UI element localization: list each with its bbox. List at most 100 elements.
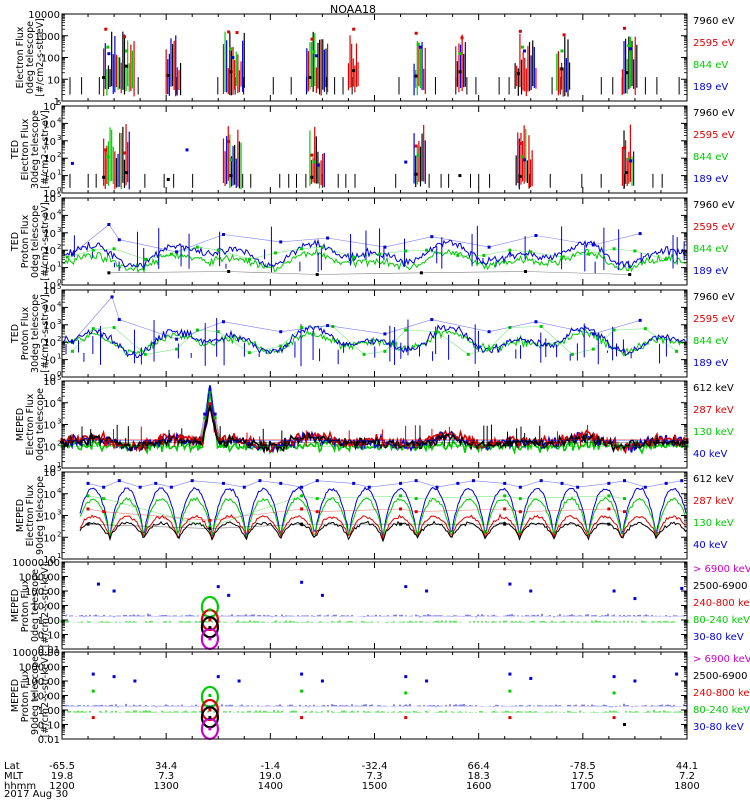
- y-label-line: Proton Flux: [20, 306, 31, 360]
- y-tick-exponent: 2: [57, 530, 61, 538]
- series-1: [70, 324, 679, 356]
- y-tick-label: 1000.00: [19, 573, 60, 584]
- y-label-line: [#/cm2-s-str-eV]: [35, 18, 46, 97]
- plot-frame: [61, 380, 688, 469]
- y-label-line: MEPED: [10, 589, 21, 622]
- data-point: [404, 160, 408, 164]
- data-point: [102, 76, 106, 80]
- data-point: [508, 716, 512, 720]
- y-tick-label: 10: [43, 468, 56, 479]
- data-traces: [79, 486, 687, 543]
- x-tick-label: -32.4: [362, 761, 388, 772]
- y-label-line: [#/cm2-s-str-eV]: [40, 202, 51, 281]
- data-point: [102, 175, 106, 179]
- y-tick-label: 10: [43, 286, 56, 297]
- y-tick-label: 10000: [28, 10, 60, 21]
- y-axis-label: MEPED Proton Flux 0deg telescope [#/cm2-s-s…: [10, 564, 51, 648]
- y-label-line: TED: [10, 324, 21, 344]
- series-2: [104, 140, 626, 157]
- data-point: [312, 160, 316, 164]
- data-point: [216, 585, 220, 589]
- y-label-line: 0deg telescope: [25, 21, 36, 94]
- legend-entry: 189 eV: [693, 82, 728, 93]
- series-line: [62, 392, 687, 447]
- y-tick-label: 10: [43, 421, 56, 432]
- data-point: [316, 163, 320, 167]
- data-point: [612, 589, 616, 593]
- data-point: [91, 689, 95, 693]
- y-axis-label: MEPED Electron Flux 0deg telescope: [15, 388, 46, 461]
- series-1: [102, 171, 629, 181]
- y-tick-exponent: 2: [57, 335, 61, 343]
- legend: > 6900 keV 2500-6900 keV 240-800 keV 80-240…: [693, 654, 750, 733]
- legend-entry: 40 keV: [693, 540, 727, 551]
- y-tick-exponent: 3: [57, 226, 61, 234]
- figure-title: NOAA18: [330, 3, 376, 16]
- legend-entry: 189 eV: [693, 266, 728, 277]
- series-line: [72, 224, 641, 255]
- y-tick-label: 10: [43, 246, 56, 257]
- data-point: [208, 626, 212, 630]
- data-point: [112, 675, 116, 679]
- series-group: [65, 222, 668, 277]
- legend-entry: 7960 eV: [693, 292, 735, 303]
- data-trace: [62, 324, 686, 359]
- data-point: [458, 52, 462, 56]
- y-label-line: Proton Flux: [20, 578, 31, 632]
- y-axis-label: TED Electron Flux 30deg telescope [#/cm2-s-…: [10, 110, 51, 189]
- series-3: [208, 618, 212, 622]
- data-point: [104, 27, 108, 31]
- data-point: [229, 174, 233, 178]
- data-point: [425, 679, 429, 683]
- x-tick-label: 1300: [153, 781, 178, 792]
- y-tick-exponent: 5: [57, 465, 61, 473]
- x-tick-label: 7.2: [679, 771, 695, 782]
- y-axis-label: Electron Flux 0deg telescope [#/cm2-s-str-…: [15, 18, 46, 97]
- series-3: [106, 153, 631, 164]
- legend-entry: 7960 eV: [693, 200, 735, 211]
- data-point: [310, 37, 314, 41]
- legend-entry: 189 eV: [693, 358, 728, 369]
- y-tick-label: 10: [43, 137, 56, 148]
- data-point: [308, 76, 312, 80]
- data-point: [125, 171, 129, 175]
- y-label-line: TED: [10, 140, 21, 160]
- y-tick-label: 1: [54, 97, 60, 108]
- y-label-line: 0deg telescope: [35, 388, 46, 461]
- data-point: [107, 52, 111, 56]
- y-tick-label: 10: [43, 512, 56, 523]
- data-point: [208, 637, 212, 641]
- data-point: [208, 608, 212, 612]
- data-point: [185, 148, 189, 152]
- data-point: [208, 708, 212, 712]
- y-tick-label: 100.00: [25, 677, 60, 688]
- y-label-line: [#/cm2-s-str-eV]: [40, 110, 51, 189]
- y-label-line: Proton Flux: [20, 214, 31, 268]
- y-tick-label: 10: [43, 533, 56, 544]
- data-point: [529, 676, 533, 680]
- data-point: [520, 155, 524, 159]
- series-line: [87, 523, 609, 529]
- legend-entry: 287 keV: [693, 496, 734, 507]
- data-point: [208, 727, 212, 731]
- y-label-line: 30deg telescope: [30, 110, 41, 189]
- legend-entry: 40 keV: [693, 449, 727, 460]
- data-point: [416, 153, 420, 157]
- data-point: [414, 31, 418, 35]
- series-4: [107, 45, 633, 59]
- series-group: [70, 140, 633, 181]
- data-traces: [62, 225, 686, 274]
- data-point: [320, 679, 324, 683]
- data-point: [310, 153, 314, 157]
- data-point: [404, 716, 408, 720]
- x-tick-label: 1400: [258, 781, 283, 792]
- series-group: [60, 388, 689, 448]
- data-point: [460, 36, 464, 40]
- data-traces: [63, 595, 687, 650]
